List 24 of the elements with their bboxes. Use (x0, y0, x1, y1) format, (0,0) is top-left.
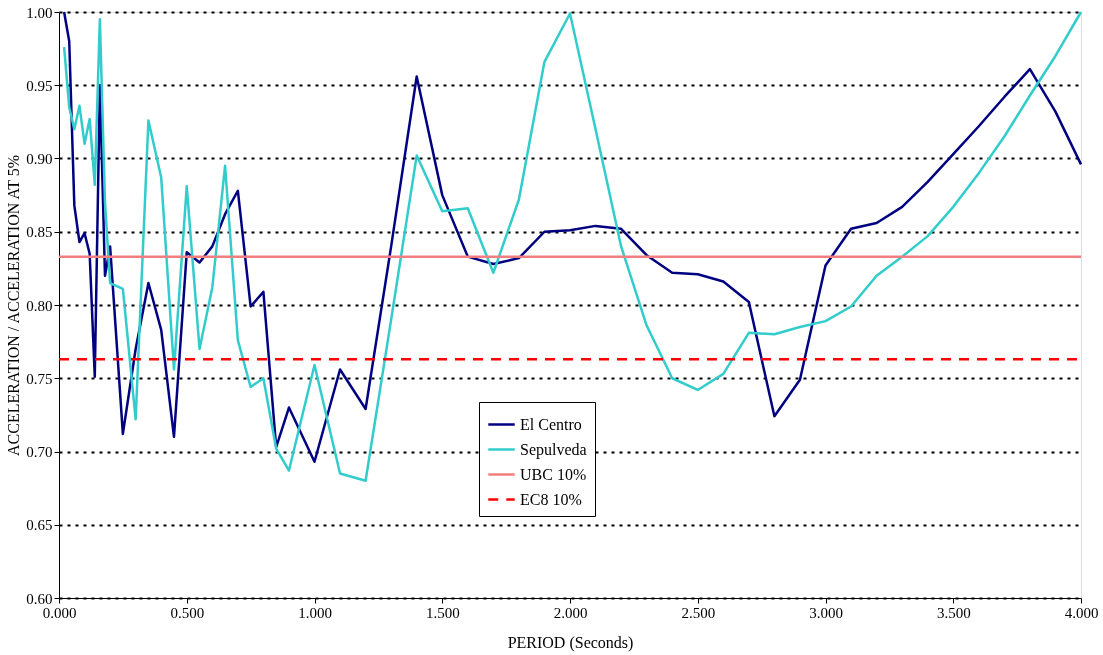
y-tick-label: 0.60 (26, 590, 53, 607)
y-tick-label: 1.00 (26, 4, 53, 21)
legend-label: UBC 10% (520, 465, 587, 483)
legend-label: EC8 10% (520, 490, 582, 508)
legend-label: El Centro (520, 415, 582, 433)
y-axis-title: ACCELERATION / ACCELERATION AT 5% (5, 154, 23, 457)
legend-label: Sepulveda (520, 440, 587, 459)
x-axis-title: PERIOD (Seconds) (507, 633, 634, 652)
y-tick-label: 0.80 (26, 297, 53, 314)
y-tick-label: 0.90 (26, 151, 53, 167)
x-tick-label: 0.500 (170, 604, 205, 621)
y-tick-label: 0.70 (26, 444, 53, 460)
y-tick-label: 0.75 (26, 370, 53, 387)
x-tick-label: 4.000 (1064, 604, 1099, 621)
x-tick-label: 0.000 (42, 604, 77, 621)
y-tick-label: 0.65 (26, 517, 53, 534)
y-tick-label: 0.95 (26, 77, 53, 94)
y-tick-label: 0.85 (26, 224, 53, 241)
x-tick-label: 1.500 (425, 604, 460, 621)
x-tick-label: 3.000 (809, 604, 843, 621)
x-tick-label: 3.500 (936, 604, 971, 621)
x-tick-label: 2.500 (681, 604, 716, 621)
x-tick-label: 1.000 (298, 604, 332, 621)
x-tick-label: 2.000 (553, 604, 588, 621)
